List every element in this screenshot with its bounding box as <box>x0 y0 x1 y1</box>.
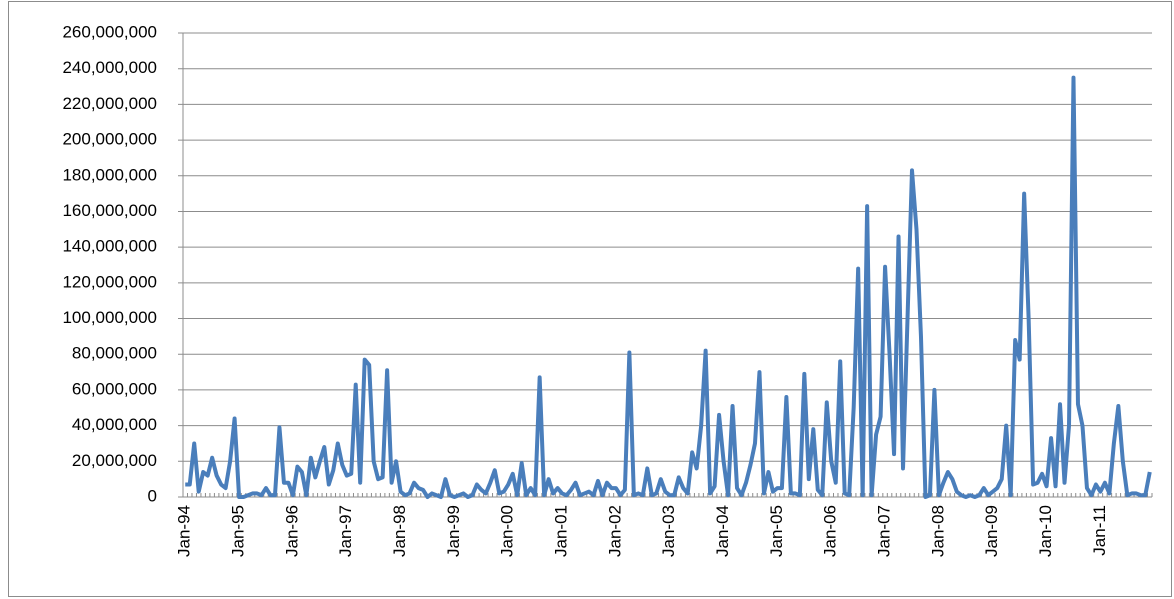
x-tick-label: Jan-09 <box>982 505 1001 557</box>
x-tick-label: Jan-05 <box>767 505 786 557</box>
y-tick-label: 40,000,000 <box>72 415 157 434</box>
x-tick-label: Jan-99 <box>444 505 463 557</box>
x-tick-label: Jan-97 <box>336 505 355 557</box>
y-tick-label: 120,000,000 <box>62 272 157 291</box>
x-tick-label: Jan-96 <box>282 505 301 557</box>
y-tick-label: 220,000,000 <box>62 94 157 113</box>
x-tick-label: Jan-07 <box>875 505 894 557</box>
x-tick-label: Jan-00 <box>498 505 517 557</box>
x-tick-label: Jan-06 <box>821 505 840 557</box>
y-tick-label: 240,000,000 <box>62 58 157 77</box>
y-tick-label: 0 <box>148 486 157 505</box>
x-tick-label: Jan-10 <box>1036 505 1055 557</box>
y-tick-label: 20,000,000 <box>72 451 157 470</box>
x-tick-label: Jan-04 <box>713 505 732 557</box>
x-tick-label: Jan-94 <box>175 505 194 557</box>
data-line <box>185 75 1152 499</box>
y-tick-label: 60,000,000 <box>72 379 157 398</box>
x-tick-label: Jan-03 <box>659 505 678 557</box>
y-tick-label: 160,000,000 <box>62 201 157 220</box>
x-tick-label: Jan-11 <box>1090 505 1109 556</box>
y-tick-label: 100,000,000 <box>62 308 157 327</box>
y-tick-label: 180,000,000 <box>62 165 157 184</box>
y-tick-label: 140,000,000 <box>62 237 157 256</box>
y-tick-label: 200,000,000 <box>62 130 157 149</box>
x-tick-label: Jan-95 <box>229 505 248 557</box>
y-tick-label: 260,000,000 <box>62 22 157 41</box>
x-tick-label: Jan-01 <box>552 505 571 557</box>
x-tick-label: Jan-98 <box>390 505 409 557</box>
y-tick-label: 80,000,000 <box>72 344 157 363</box>
x-tick-label: Jan-02 <box>605 505 624 557</box>
x-tick-label: Jan-08 <box>928 505 947 557</box>
